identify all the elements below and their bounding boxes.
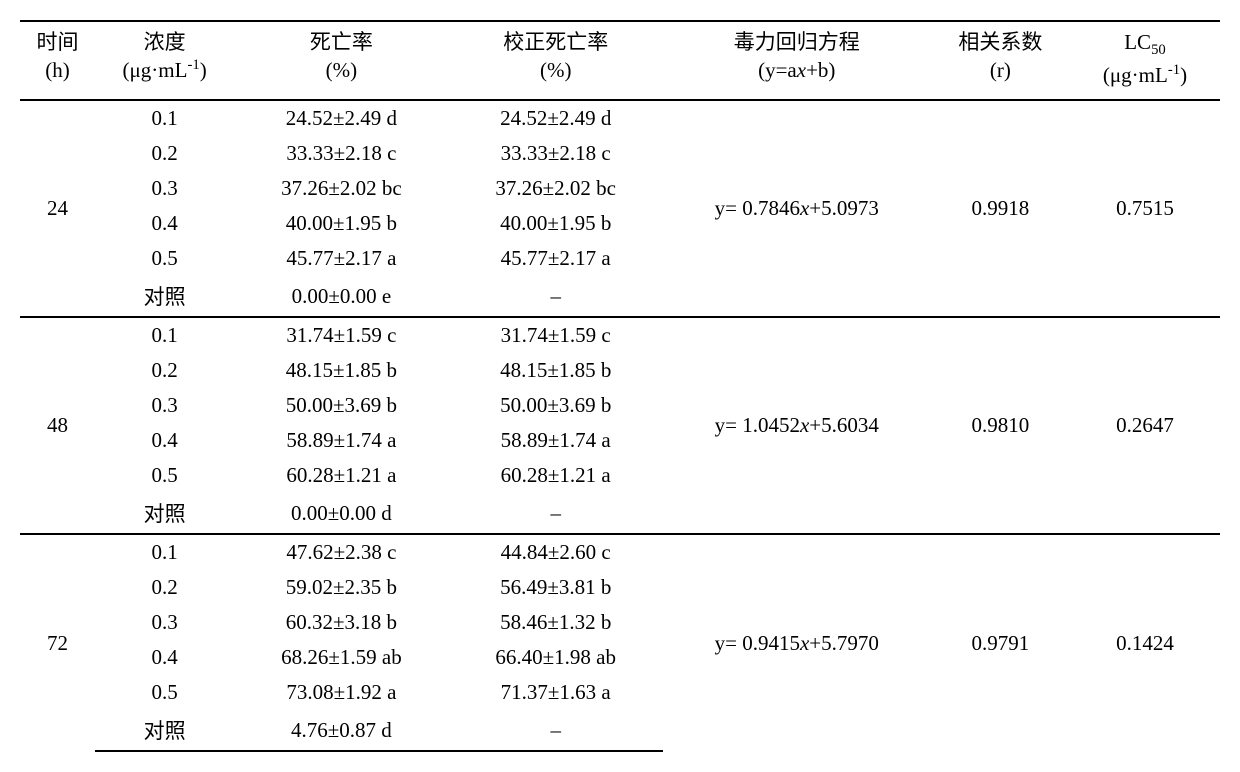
cell-corrected-mortality: –	[449, 493, 663, 534]
cell-corrected-mortality: –	[449, 710, 663, 751]
header-corrected-mortality: 校正死亡率(%)	[449, 21, 663, 100]
cell-concentration: 0.4	[95, 423, 234, 458]
cell-corrected-mortality: 71.37±1.63 a	[449, 675, 663, 710]
header-concentration: 浓度 (μg·mL-1)	[95, 21, 234, 100]
cell-corrected-mortality: 58.89±1.74 a	[449, 423, 663, 458]
cell-regression-equation: y= 0.7846x+5.0973	[663, 100, 931, 317]
cell-concentration: 0.5	[95, 241, 234, 276]
toxicity-table: 时间(h) 浓度 (μg·mL-1) 死亡率(%) 校正死亡率(%) 毒力回归方…	[20, 20, 1220, 752]
cell-mortality: 47.62±2.38 c	[234, 534, 448, 570]
cell-mortality: 60.28±1.21 a	[234, 458, 448, 493]
cell-regression-equation: y= 0.9415x+5.7970	[663, 534, 931, 751]
cell-concentration: 0.4	[95, 206, 234, 241]
cell-mortality: 59.02±2.35 b	[234, 570, 448, 605]
cell-correlation-r: 0.9810	[931, 317, 1070, 534]
cell-mortality: 33.33±2.18 c	[234, 136, 448, 171]
cell-corrected-mortality: 37.26±2.02 bc	[449, 171, 663, 206]
cell-concentration: 0.3	[95, 388, 234, 423]
cell-mortality: 73.08±1.92 a	[234, 675, 448, 710]
cell-concentration: 对照	[95, 276, 234, 317]
cell-concentration: 0.3	[95, 171, 234, 206]
cell-corrected-mortality: –	[449, 276, 663, 317]
cell-mortality: 68.26±1.59 ab	[234, 640, 448, 675]
cell-mortality: 60.32±3.18 b	[234, 605, 448, 640]
cell-mortality: 31.74±1.59 c	[234, 317, 448, 353]
cell-correlation-r: 0.9791	[931, 534, 1070, 751]
cell-corrected-mortality: 44.84±2.60 c	[449, 534, 663, 570]
header-time: 时间(h)	[20, 21, 95, 100]
cell-corrected-mortality: 33.33±2.18 c	[449, 136, 663, 171]
cell-concentration: 对照	[95, 710, 234, 751]
cell-corrected-mortality: 60.28±1.21 a	[449, 458, 663, 493]
cell-concentration: 对照	[95, 493, 234, 534]
header-correlation-r: 相关系数(r)	[931, 21, 1070, 100]
table-row: 720.147.62±2.38 c44.84±2.60 cy= 0.9415x+…	[20, 534, 1220, 570]
cell-time: 48	[20, 317, 95, 534]
cell-lc50: 0.1424	[1070, 534, 1220, 751]
cell-corrected-mortality: 58.46±1.32 b	[449, 605, 663, 640]
cell-corrected-mortality: 40.00±1.95 b	[449, 206, 663, 241]
cell-mortality: 48.15±1.85 b	[234, 353, 448, 388]
cell-corrected-mortality: 66.40±1.98 ab	[449, 640, 663, 675]
cell-corrected-mortality: 24.52±2.49 d	[449, 100, 663, 136]
cell-corrected-mortality: 56.49±3.81 b	[449, 570, 663, 605]
cell-concentration: 0.3	[95, 605, 234, 640]
header-regression-equation: 毒力回归方程 (y=ax+b)	[663, 21, 931, 100]
cell-concentration: 0.1	[95, 534, 234, 570]
header-mortality: 死亡率(%)	[234, 21, 448, 100]
header-row: 时间(h) 浓度 (μg·mL-1) 死亡率(%) 校正死亡率(%) 毒力回归方…	[20, 21, 1220, 100]
cell-time: 72	[20, 534, 95, 751]
cell-time: 24	[20, 100, 95, 317]
cell-concentration: 0.4	[95, 640, 234, 675]
cell-concentration: 0.1	[95, 100, 234, 136]
cell-corrected-mortality: 48.15±1.85 b	[449, 353, 663, 388]
cell-concentration: 0.5	[95, 458, 234, 493]
cell-regression-equation: y= 1.0452x+5.6034	[663, 317, 931, 534]
cell-corrected-mortality: 31.74±1.59 c	[449, 317, 663, 353]
cell-concentration: 0.1	[95, 317, 234, 353]
cell-correlation-r: 0.9918	[931, 100, 1070, 317]
cell-mortality: 24.52±2.49 d	[234, 100, 448, 136]
cell-mortality: 0.00±0.00 e	[234, 276, 448, 317]
cell-concentration: 0.2	[95, 570, 234, 605]
table-row: 480.131.74±1.59 c31.74±1.59 cy= 1.0452x+…	[20, 317, 1220, 353]
cell-concentration: 0.5	[95, 675, 234, 710]
cell-lc50: 0.7515	[1070, 100, 1220, 317]
cell-mortality: 58.89±1.74 a	[234, 423, 448, 458]
cell-concentration: 0.2	[95, 353, 234, 388]
cell-corrected-mortality: 45.77±2.17 a	[449, 241, 663, 276]
cell-lc50: 0.2647	[1070, 317, 1220, 534]
cell-corrected-mortality: 50.00±3.69 b	[449, 388, 663, 423]
header-lc50: LC50 (μg·mL-1)	[1070, 21, 1220, 100]
table-row: 240.124.52±2.49 d24.52±2.49 dy= 0.7846x+…	[20, 100, 1220, 136]
table-body: 240.124.52±2.49 d24.52±2.49 dy= 0.7846x+…	[20, 100, 1220, 751]
cell-mortality: 50.00±3.69 b	[234, 388, 448, 423]
cell-mortality: 40.00±1.95 b	[234, 206, 448, 241]
cell-mortality: 4.76±0.87 d	[234, 710, 448, 751]
cell-mortality: 37.26±2.02 bc	[234, 171, 448, 206]
cell-concentration: 0.2	[95, 136, 234, 171]
cell-mortality: 45.77±2.17 a	[234, 241, 448, 276]
cell-mortality: 0.00±0.00 d	[234, 493, 448, 534]
